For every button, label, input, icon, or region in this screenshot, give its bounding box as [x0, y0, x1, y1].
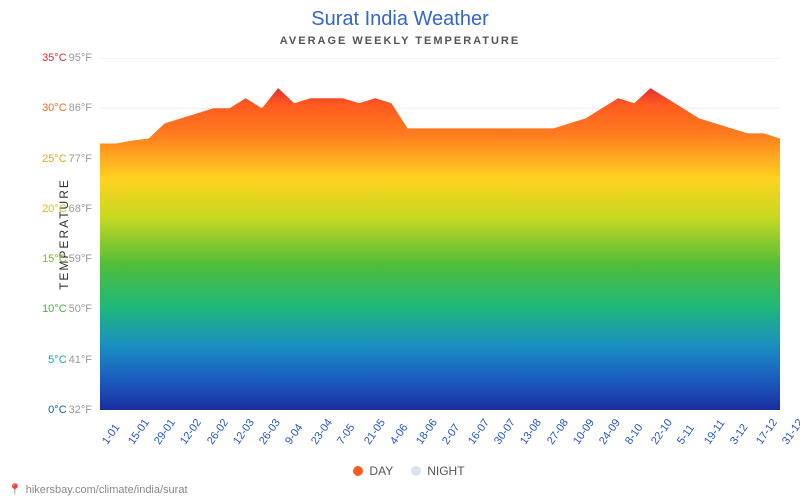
x-axis: 1-0115-0129-0112-0226-0212-0326-039-0423… [100, 410, 780, 470]
x-tick: 8-10 [623, 422, 645, 447]
x-tick: 7-05 [335, 422, 357, 447]
source-url: hikersbay.com/climate/india/surat [26, 484, 188, 496]
x-tick: 23-04 [309, 417, 335, 447]
legend-label: DAY [369, 464, 393, 478]
x-tick: 2-07 [440, 422, 462, 447]
x-tick: 31-12 [780, 417, 800, 447]
x-tick: 24-09 [597, 417, 623, 447]
x-tick: 15-01 [126, 417, 152, 447]
y-tick: 0°C32°F [48, 404, 92, 416]
x-tick: 29-01 [152, 417, 178, 447]
x-tick: 4-06 [388, 422, 410, 447]
x-tick: 10-09 [571, 417, 597, 447]
y-tick: 5°C41°F [48, 354, 92, 366]
source-footer: 📍 hikersbay.com/climate/india/surat [8, 483, 188, 496]
chart-subtitle: AVERAGE WEEKLY TEMPERATURE [0, 31, 800, 47]
y-tick: 10°C50°F [42, 303, 92, 315]
x-tick: 19-11 [702, 418, 728, 447]
x-tick: 9-04 [283, 422, 305, 447]
chart-legend: DAY NIGHT [0, 463, 800, 478]
y-tick: 15°C59°F [42, 253, 92, 265]
x-tick: 26-03 [257, 417, 283, 447]
y-tick: 25°C77°F [42, 153, 92, 165]
legend-swatch [411, 466, 421, 476]
chart-title: Surat India Weather [0, 0, 800, 31]
x-tick: 18-06 [414, 417, 440, 447]
x-tick: 22-10 [649, 417, 675, 447]
x-tick: 13-08 [518, 417, 544, 447]
x-tick: 12-03 [231, 417, 257, 447]
y-axis: TEMPERATURE 0°C32°F5°C41°F10°C50°F15°C59… [0, 58, 100, 410]
x-tick: 26-02 [205, 417, 231, 447]
x-tick: 5-11 [675, 423, 697, 447]
plot-background [100, 58, 780, 410]
y-axis-label: TEMPERATURE [57, 178, 71, 290]
y-tick: 30°C86°F [42, 102, 92, 114]
x-tick: 21-05 [362, 417, 388, 447]
temperature-area-chart [100, 58, 780, 410]
x-tick: 27-08 [545, 417, 571, 447]
x-tick: 30-07 [492, 417, 518, 447]
map-pin-icon: 📍 [8, 484, 22, 496]
x-tick: 3-12 [728, 422, 750, 447]
chart-plot-area [100, 58, 780, 410]
x-tick: 12-02 [178, 417, 204, 447]
x-tick: 1-01 [100, 422, 122, 447]
y-tick: 20°C68°F [42, 203, 92, 215]
x-tick: 17-12 [754, 417, 780, 447]
x-tick: 16-07 [466, 417, 492, 447]
legend-swatch [353, 466, 363, 476]
y-tick: 35°C95°F [42, 52, 92, 64]
legend-label: NIGHT [427, 464, 464, 478]
